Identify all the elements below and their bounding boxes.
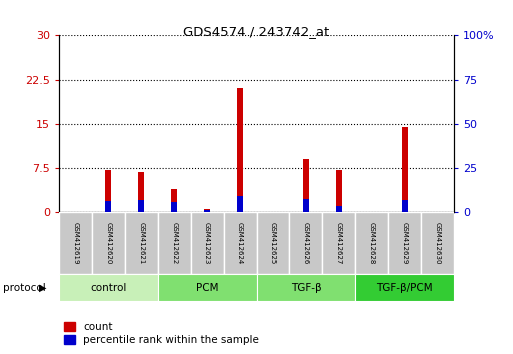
Text: TGF-β: TGF-β [290,282,321,293]
Bar [256,274,355,301]
Text: GSM412630: GSM412630 [435,222,441,265]
Bar [402,200,408,212]
Bar [204,210,210,212]
Bar [237,196,243,212]
Text: GSM412627: GSM412627 [336,222,342,264]
Text: GSM412620: GSM412620 [105,222,111,264]
Bar [105,201,111,212]
Bar [336,170,342,212]
Bar [59,274,158,301]
Text: ▶: ▶ [38,282,46,293]
Text: PCM: PCM [196,282,219,293]
Text: GDS4574 / 243742_at: GDS4574 / 243742_at [183,25,330,38]
Text: GSM412624: GSM412624 [237,222,243,264]
Bar [171,202,177,212]
Legend: count, percentile rank within the sample: count, percentile rank within the sample [64,322,259,345]
Text: protocol: protocol [3,282,45,293]
Bar [355,212,388,274]
Bar [105,170,111,212]
Text: GSM412619: GSM412619 [72,222,78,265]
Bar [139,200,144,212]
Bar [204,210,210,212]
Bar [388,212,421,274]
Bar [191,212,224,274]
Bar [289,212,322,274]
Bar [224,212,256,274]
Text: TGF-β/PCM: TGF-β/PCM [377,282,433,293]
Bar [355,274,454,301]
Text: GSM412622: GSM412622 [171,222,177,264]
Bar [92,212,125,274]
Bar [336,206,342,212]
Bar [171,189,177,212]
Text: GSM412621: GSM412621 [139,222,144,264]
Bar [322,212,355,274]
Text: GSM412626: GSM412626 [303,222,309,264]
Bar [158,274,256,301]
Bar [303,199,309,212]
Bar [139,172,144,212]
Bar [59,212,92,274]
Bar [125,212,158,274]
Text: GSM412623: GSM412623 [204,222,210,264]
Text: GSM412625: GSM412625 [270,222,276,264]
Text: control: control [90,282,127,293]
Text: GSM412629: GSM412629 [402,222,408,264]
Bar [158,212,191,274]
Bar [421,212,454,274]
Bar [237,88,243,212]
Bar [303,159,309,212]
Bar [256,212,289,274]
Text: GSM412628: GSM412628 [369,222,374,264]
Bar [402,127,408,212]
